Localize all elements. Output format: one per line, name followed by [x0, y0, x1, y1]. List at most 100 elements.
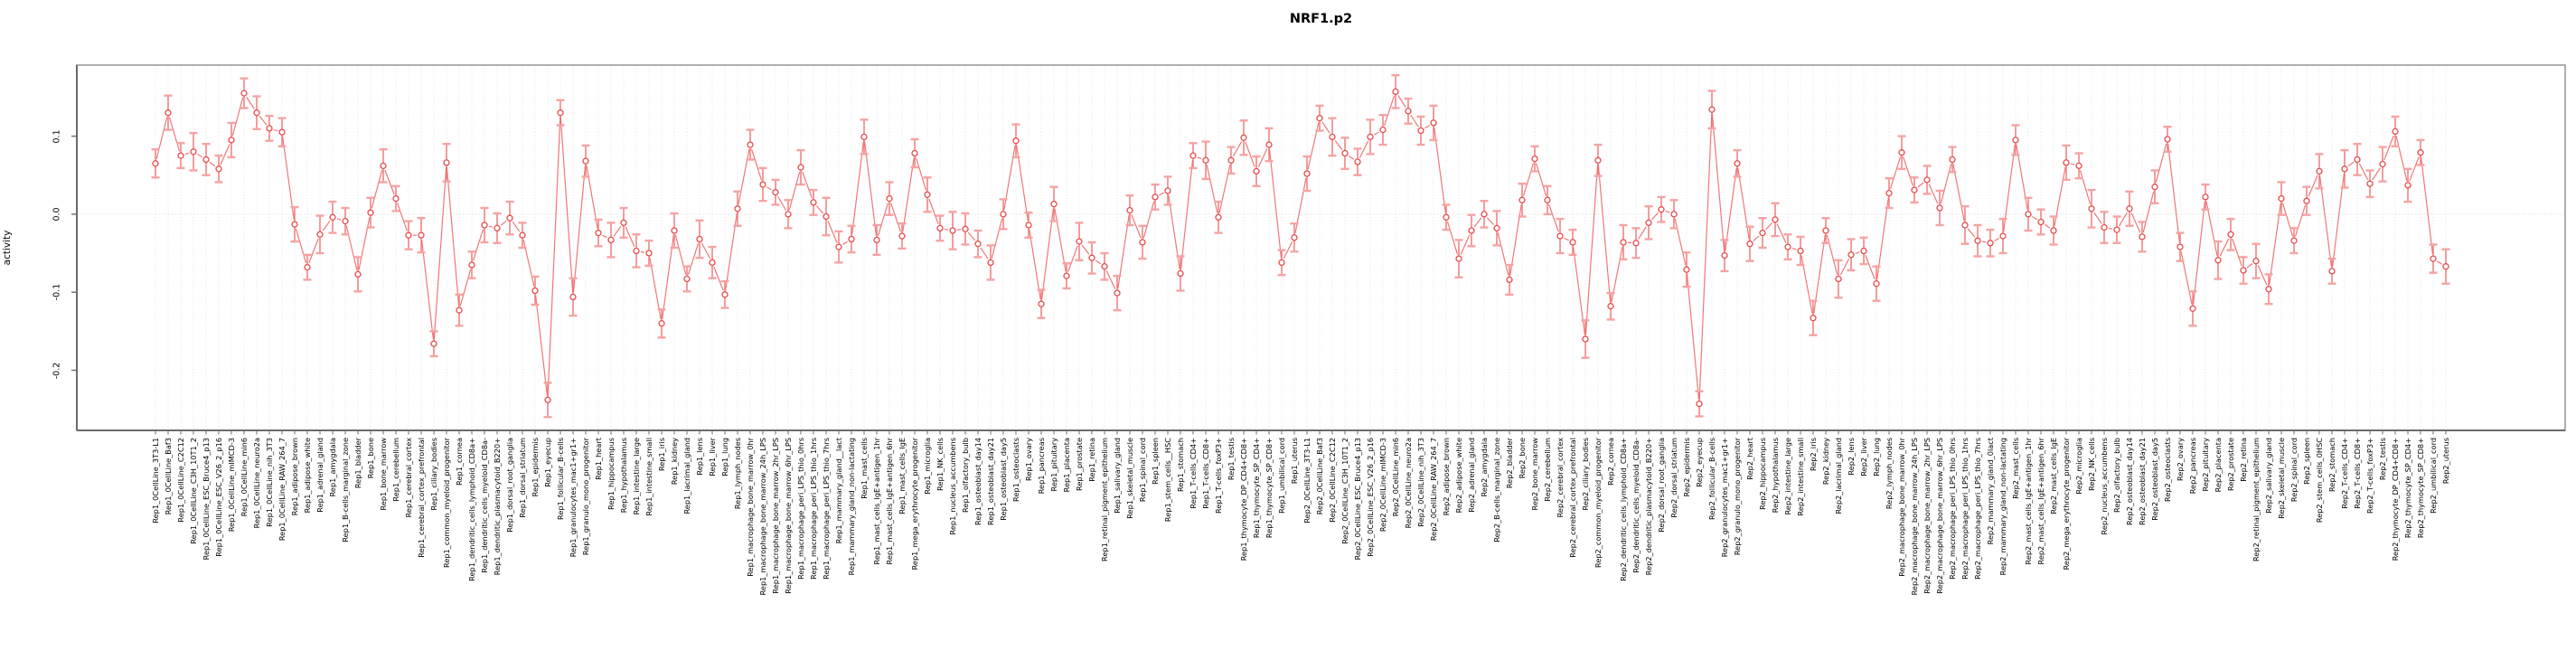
series-segment [1826, 234, 1838, 275]
series-segment [967, 231, 976, 241]
data-point [2151, 184, 2158, 191]
data-point [2139, 233, 2146, 241]
series-segment [613, 226, 622, 237]
x-tick-label: Rep1_epidermis [531, 438, 540, 497]
data-point [1632, 240, 1640, 247]
x-tick-label: Rep1_skeletal_muscle [1125, 438, 1134, 519]
data-point [1215, 213, 1222, 221]
series-segment [827, 220, 838, 243]
data-point [1050, 201, 1058, 208]
x-tick-label: Rep1_adipose_brown [290, 438, 299, 516]
x-tick-label: Rep2_spleen [2302, 438, 2311, 485]
series-segment [2332, 173, 2345, 267]
x-tick-label: Rep1_testis [1227, 438, 1236, 481]
series-segment [209, 161, 216, 167]
data-point [1316, 115, 1323, 122]
series-segment [1981, 241, 1987, 243]
x-tick-label: Rep2_mammary_gland_non-lactating [1998, 438, 2007, 576]
x-tick-label: Rep1_NK_cells [935, 438, 945, 491]
x-tick-label: Rep2_stomach [2327, 438, 2336, 493]
x-tick-label: Rep1_macrophage_bone_marrow_6hr_LPS [784, 438, 793, 594]
x-tick-label: Rep2_hypothalamus [1771, 438, 1780, 514]
x-tick-label: Rep1_follicular_B-cells [556, 438, 565, 520]
x-tick-label: Rep1_0CellLine_mIMCD-3 [227, 438, 236, 533]
x-tick-label: Rep1_bone_marrow [379, 438, 388, 511]
series-segment [1374, 131, 1379, 136]
series-segment [345, 225, 358, 270]
x-tick-label: Rep1_lens [695, 438, 704, 476]
series-segment [259, 116, 268, 126]
series-segment [535, 295, 548, 396]
x-tick-label: Rep2_NK_cells [2087, 438, 2096, 491]
series-segment [1081, 244, 1090, 255]
data-point [342, 217, 349, 225]
series-segment [1245, 141, 1255, 167]
x-tick-label: Rep1_adipose_white [303, 438, 312, 514]
series-segment [421, 240, 434, 340]
x-tick-label: Rep2_0CellLine_ESC_Bruce4_p13 [1353, 438, 1362, 561]
series-segment [1597, 165, 1612, 302]
series-segment [877, 203, 889, 236]
data-point [2012, 137, 2019, 144]
series-segment [2219, 238, 2230, 257]
series-segment [1168, 194, 1180, 269]
data-point [2063, 159, 2070, 166]
x-tick-label: Rep2_0CellLine_min6 [1391, 438, 1400, 517]
x-tick-label: Rep1_hippocampus [606, 438, 616, 510]
x-tick-label: Rep2_0CellLine_mIMCD-3 [1378, 438, 1387, 533]
series-segment [1180, 160, 1194, 269]
series-segment [196, 153, 203, 158]
series-segment [802, 171, 813, 199]
x-tick-label: Rep1_0CellLine_RAW_264_7 [277, 438, 287, 542]
x-tick-label: Rep1_mammary_gland_non-lactating [847, 438, 856, 576]
series-segment [776, 195, 787, 211]
series-segment [2347, 161, 2355, 167]
x-tick-label: Rep1_stomach [1176, 438, 1185, 493]
x-tick-label: Rep1_stem_cells__HSC [1163, 438, 1172, 523]
series-segment [2167, 143, 2180, 243]
data-point [2417, 149, 2424, 156]
x-tick-label: Rep1_macrophage_peri_LPS_thio_1hrs [809, 438, 818, 580]
x-tick-label: Rep2_prostate [2226, 438, 2235, 491]
x-tick-label: Rep1_dendritic_cells_lymphoid_CD8a+ [467, 438, 476, 581]
x-tick-label: Rep2_thymocyte_SP_CD8+ [2416, 438, 2425, 539]
series-segment [446, 166, 460, 307]
data-point [2101, 223, 2108, 231]
x-tick-label: Rep1_adrenal_gland [315, 438, 324, 513]
series-segment [1473, 217, 1482, 228]
x-tick-label: Rep1_macrophage_peri_LPS_thio_0hrs [796, 438, 805, 580]
x-tick-label: Rep1_umbilical_cord [1277, 438, 1286, 514]
series-segment [1638, 226, 1647, 240]
data-point [1607, 303, 1614, 310]
x-tick-label: Rep1_0CellLine_min6 [240, 438, 249, 517]
x-tick-label: Rep1_granulocytes_mac1+gr1+ [569, 438, 578, 558]
data-point [1810, 315, 1817, 322]
x-tick-label: Rep2_mast_cells [2011, 438, 2020, 499]
x-tick-label: Rep1_T-cells_CD8+ [1201, 438, 1210, 509]
data-point [380, 162, 387, 170]
x-tick-label: Rep1_salivary_gland [1113, 438, 1122, 514]
x-tick-label: Rep2_dendritic_cells_lymphoid_CD8a+ [1619, 438, 1628, 581]
x-tick-label: Rep2_heart [1745, 438, 1754, 480]
data-point [633, 247, 640, 255]
data-point [810, 199, 817, 206]
series-segment [1159, 192, 1164, 196]
series-segment [687, 243, 700, 275]
data-point [911, 149, 918, 157]
data-point [2341, 165, 2348, 173]
y-tick-label: 0.1 [52, 128, 62, 144]
series-segment [1698, 114, 1713, 400]
series-segment [956, 229, 962, 231]
x-tick-label: Rep1_intestine_large [632, 438, 641, 515]
x-tick-label: Rep2_retina [2239, 438, 2248, 482]
x-tick-label: Rep2_0CellLine_C3H_10T1_2 [1340, 438, 1349, 544]
data-point [2176, 243, 2184, 250]
x-tick-label: Rep1_granulo_mono_progenitor [581, 438, 590, 556]
data-point [671, 227, 678, 234]
series-segment [1446, 221, 1459, 255]
x-tick-label: Rep2_lacrimal_gland [1834, 438, 1843, 514]
series-segment [1283, 241, 1293, 259]
series-segment [1142, 201, 1155, 239]
series-segment [2246, 263, 2253, 269]
data-point [443, 159, 450, 166]
